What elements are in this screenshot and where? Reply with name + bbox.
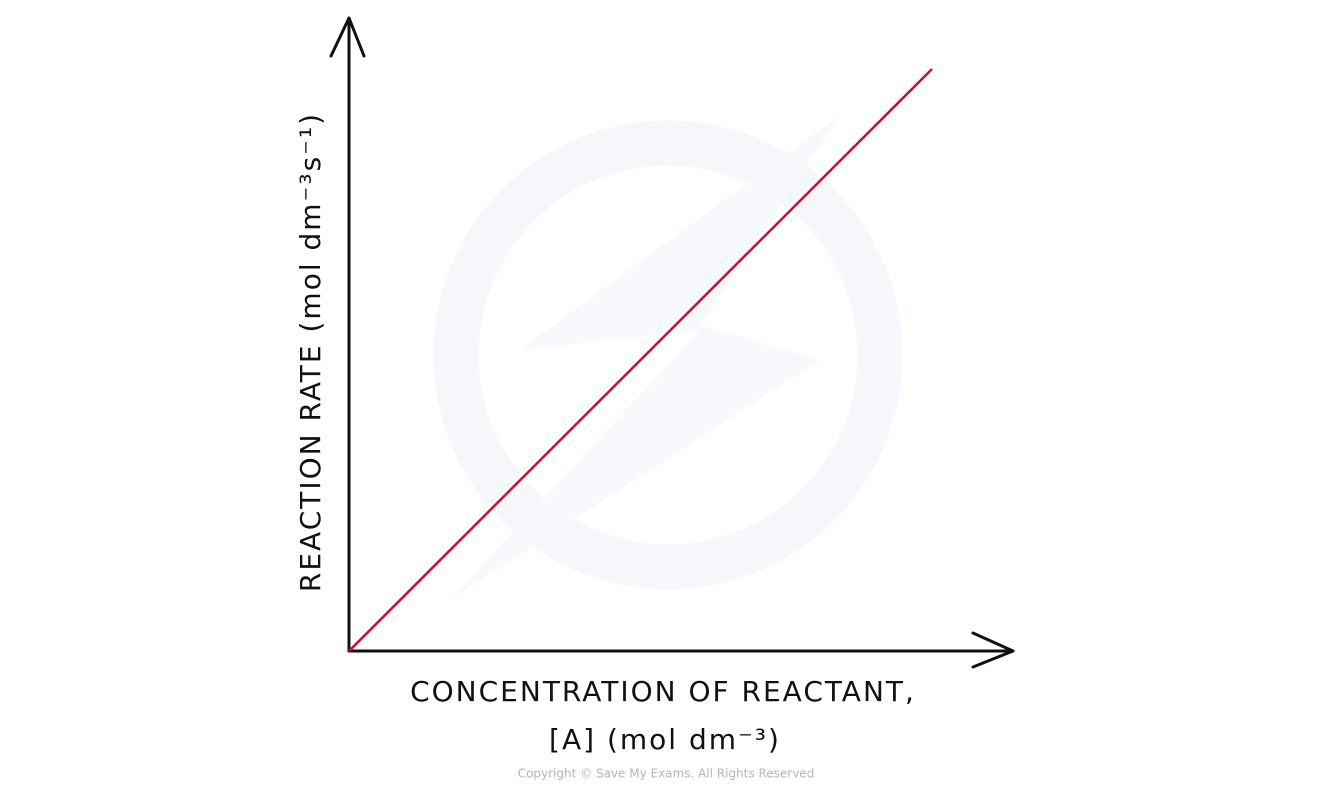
y-axis-label: REACTION RATE (mol dm⁻³s⁻¹) bbox=[294, 112, 327, 592]
x-axis-label: CONCENTRATION OF REACTANT, bbox=[410, 675, 916, 708]
x-axis-arrow bbox=[971, 631, 1015, 669]
copyright: Copyright © Save My Exams. All Rights Re… bbox=[518, 767, 815, 781]
watermark-bolt bbox=[450, 115, 840, 600]
rate-line bbox=[348, 68, 933, 652]
watermark bbox=[433, 115, 903, 600]
x-axis-label: [A] (mol dm⁻³) bbox=[549, 723, 781, 756]
y-axis-arrow bbox=[329, 16, 366, 58]
watermark-ring bbox=[433, 120, 903, 590]
